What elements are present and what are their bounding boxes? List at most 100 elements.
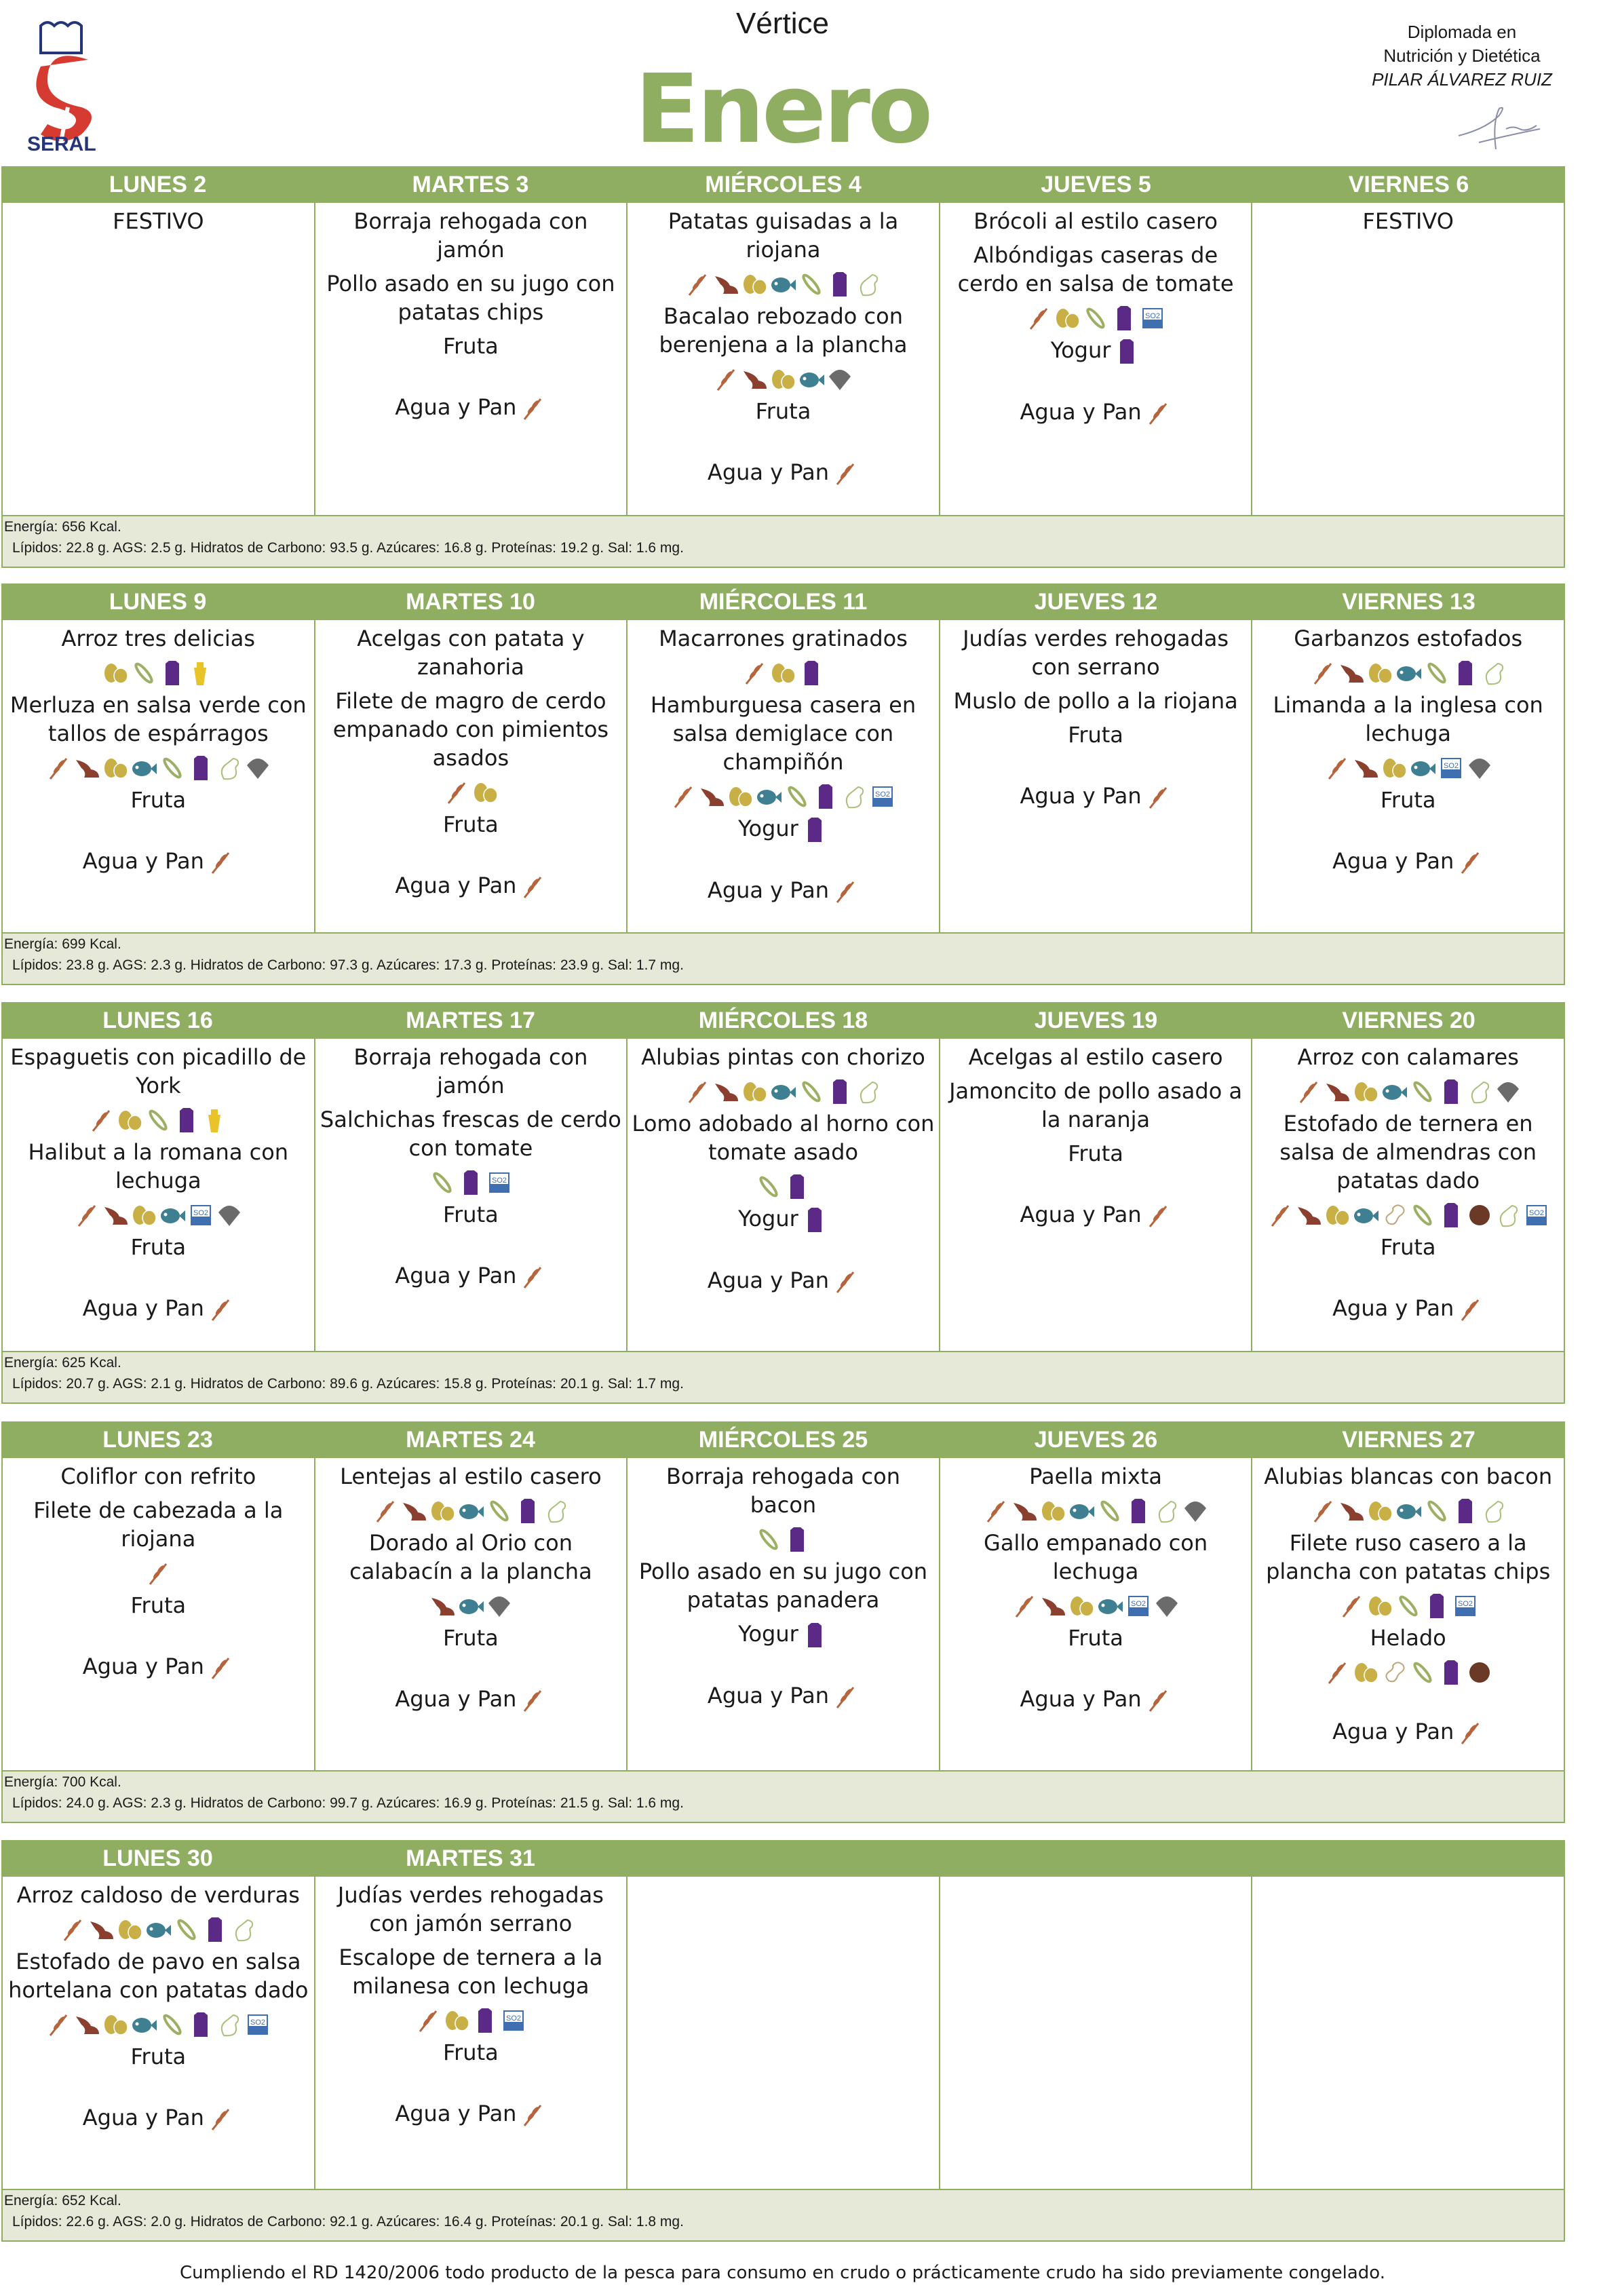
- menu-item: Judías verdes rehogadas con serrano: [943, 624, 1249, 681]
- milk-carton-icon: [833, 272, 847, 296]
- menu-item-text: Yogur: [738, 816, 798, 841]
- day-header: VIERNES 13: [1342, 589, 1475, 615]
- menu-item: Halibut a la romana con lechuga: [5, 1138, 311, 1195]
- menu-item: Lomo adobado al horno con tomate asado: [630, 1109, 936, 1166]
- menu-item: Espaguetis con picadillo de York: [5, 1043, 311, 1100]
- menu-item: Alubias blancas con bacon: [1264, 1462, 1552, 1491]
- soy-pod-icon: [1427, 1500, 1446, 1522]
- nutrition-summary: Energía: 625 Kcal. Lípidos: 20.7 g. AGS: …: [1, 1351, 1565, 1404]
- gluten-wheat-icon: [986, 1501, 1005, 1523]
- bread-water: Agua y Pan: [1020, 1685, 1172, 1714]
- fish-icon: [771, 1085, 796, 1100]
- menu-item-text: Coliflor con refrito: [60, 1463, 256, 1489]
- menu-item-text: Alubias pintas con chorizo: [641, 1044, 925, 1070]
- bread-water: Agua y Pan: [708, 876, 859, 905]
- menu-item: Yogur: [738, 814, 828, 843]
- menu-item: Helado: [1370, 1624, 1446, 1652]
- crustacean-shrimp-icon: [1340, 1503, 1364, 1520]
- crustacean-shrimp-icon: [1042, 1598, 1066, 1615]
- allergen-icons: [1309, 659, 1507, 687]
- week-header: LUNES 9 MARTES 10 MIÉRCOLES 11 JUEVES 12 VIE…: [1, 583, 1565, 620]
- menu-item: Filete de magro de cerdo empanado con pi…: [318, 687, 624, 772]
- gluten-wheat-icon: [717, 369, 735, 391]
- milk-carton-icon: [166, 661, 180, 685]
- day-cell: Borraja rehogada con bacon Pollo asado en…: [628, 1458, 940, 1770]
- day-header: [1252, 1840, 1565, 1877]
- day-cell: Paella mixta Gallo empanado con lechuga SO…: [940, 1458, 1253, 1770]
- day-cell: Alubias pintas con chorizo Lomo adobado a…: [628, 1039, 940, 1351]
- allergen-icons: [443, 779, 499, 806]
- menu-item-text: Arroz con calamares: [1297, 1044, 1519, 1070]
- svg-text:SO2: SO2: [1444, 762, 1459, 770]
- menu-item-text: Fruta: [443, 2040, 499, 2065]
- day-header: LUNES 23: [102, 1427, 213, 1453]
- soy-pod-icon: [134, 662, 153, 684]
- allergen-icons: SO2: [1025, 305, 1166, 332]
- menu-item: Borraja rehogada con jamón: [318, 207, 624, 264]
- fish-icon: [757, 790, 782, 805]
- day-cell: Macarrones gratinados Hamburguesa casera …: [628, 620, 940, 932]
- week-days: Arroz caldoso de verduras Estofado de pav…: [1, 1877, 1565, 2189]
- allergen-icons: SO2: [45, 2011, 271, 2038]
- allergen-icons: [519, 2101, 546, 2128]
- allergen-icons: [832, 878, 859, 905]
- sulphites-so2-icon: SO2: [503, 2010, 524, 2031]
- menu-item-text: Bacalao rebozado con berenjena a la plan…: [659, 303, 908, 358]
- day-cell: Judías verdes rehogadas con jamón serran…: [315, 1877, 628, 2189]
- menu-item-text: Borraja rehogada con jamón: [353, 208, 588, 263]
- soy-pod-icon: [759, 1176, 779, 1198]
- menu-item: Pollo asado en su jugo con patatas chips: [318, 269, 624, 326]
- day-header: MARTES 17: [406, 1008, 535, 1033]
- menu-item: Paella mixta: [1029, 1462, 1162, 1491]
- bread-water: Agua y Pan: [83, 847, 234, 876]
- celery-icon: [1485, 662, 1503, 685]
- soy-pod-icon: [788, 786, 807, 807]
- week-header: LUNES 2 MARTES 3 MIÉRCOLES 4 JUEVES 5 VIERNE…: [1, 166, 1565, 203]
- day-cell: Arroz tres delicias Merluza en salsa verd…: [3, 620, 315, 932]
- celery-icon: [1485, 1500, 1503, 1523]
- gluten-wheat-icon: [1149, 787, 1167, 809]
- milk-carton-icon: [208, 1917, 223, 1942]
- day-header: LUNES 30: [102, 1845, 213, 1871]
- menu-item-text: Escalope de ternera a la milanesa con le…: [339, 1945, 603, 1999]
- menu-item-text: Filete de magro de cerdo empanado con pi…: [332, 688, 609, 771]
- menu-item-text: Agua y Pan: [1020, 783, 1142, 809]
- menu-item-text: Borraja rehogada con jamón: [353, 1044, 588, 1098]
- energy-text: Energía: 656 Kcal.: [4, 519, 121, 535]
- day-cell: [940, 1877, 1253, 2189]
- soy-pod-icon: [1413, 1204, 1432, 1226]
- mollusc-shell-icon: [1184, 1501, 1207, 1522]
- menu-item: Fruta: [443, 1624, 499, 1652]
- energy-text: Energía: 625 Kcal.: [4, 1355, 121, 1371]
- allergen-icons: [1295, 1078, 1522, 1105]
- gluten-wheat-icon: [1328, 1662, 1346, 1684]
- egg-icon: [119, 1111, 143, 1131]
- menu-item-text: Fruta: [130, 1592, 187, 1618]
- fish-icon: [800, 372, 825, 387]
- soy-pod-icon: [1399, 1595, 1418, 1617]
- menu-item-text: Hamburguesa casera en salsa demiglace co…: [650, 692, 917, 775]
- allergen-icons: [982, 1497, 1209, 1525]
- gluten-wheat-icon: [524, 1690, 542, 1712]
- allergen-icons: [1144, 1202, 1172, 1229]
- day-cell: Acelgas al estilo casero Jamoncito de pol…: [940, 1039, 1253, 1351]
- menu-item: Fruta: [756, 397, 811, 425]
- egg-icon: [1368, 1596, 1393, 1617]
- egg-icon: [1326, 1206, 1350, 1226]
- mollusc-shell-icon: [488, 1596, 510, 1617]
- gluten-wheat-icon: [50, 2014, 68, 2036]
- gluten-wheat-icon: [1328, 758, 1346, 780]
- bread-water: Agua y Pan: [83, 2103, 234, 2132]
- menu-item-text: Paella mixta: [1029, 1463, 1163, 1489]
- gluten-wheat-icon: [1342, 1596, 1360, 1618]
- soy-pod-icon: [433, 1172, 452, 1193]
- menu-item-text: Garbanzos estofados: [1294, 626, 1523, 651]
- nutrients-text: Lípidos: 20.7 g. AGS: 2.1 g. Hidratos de…: [12, 1376, 684, 1392]
- allergen-icons: [684, 271, 882, 298]
- allergen-icons: [755, 1173, 811, 1200]
- day-cell: Espaguetis con picadillo de York Halibut …: [3, 1039, 315, 1351]
- menu-item-text: Limanda a la inglesa con lechuga: [1273, 692, 1543, 746]
- mollusc-shell-icon: [247, 759, 269, 779]
- fish-icon: [1382, 1085, 1407, 1100]
- gluten-wheat-icon: [836, 1687, 855, 1708]
